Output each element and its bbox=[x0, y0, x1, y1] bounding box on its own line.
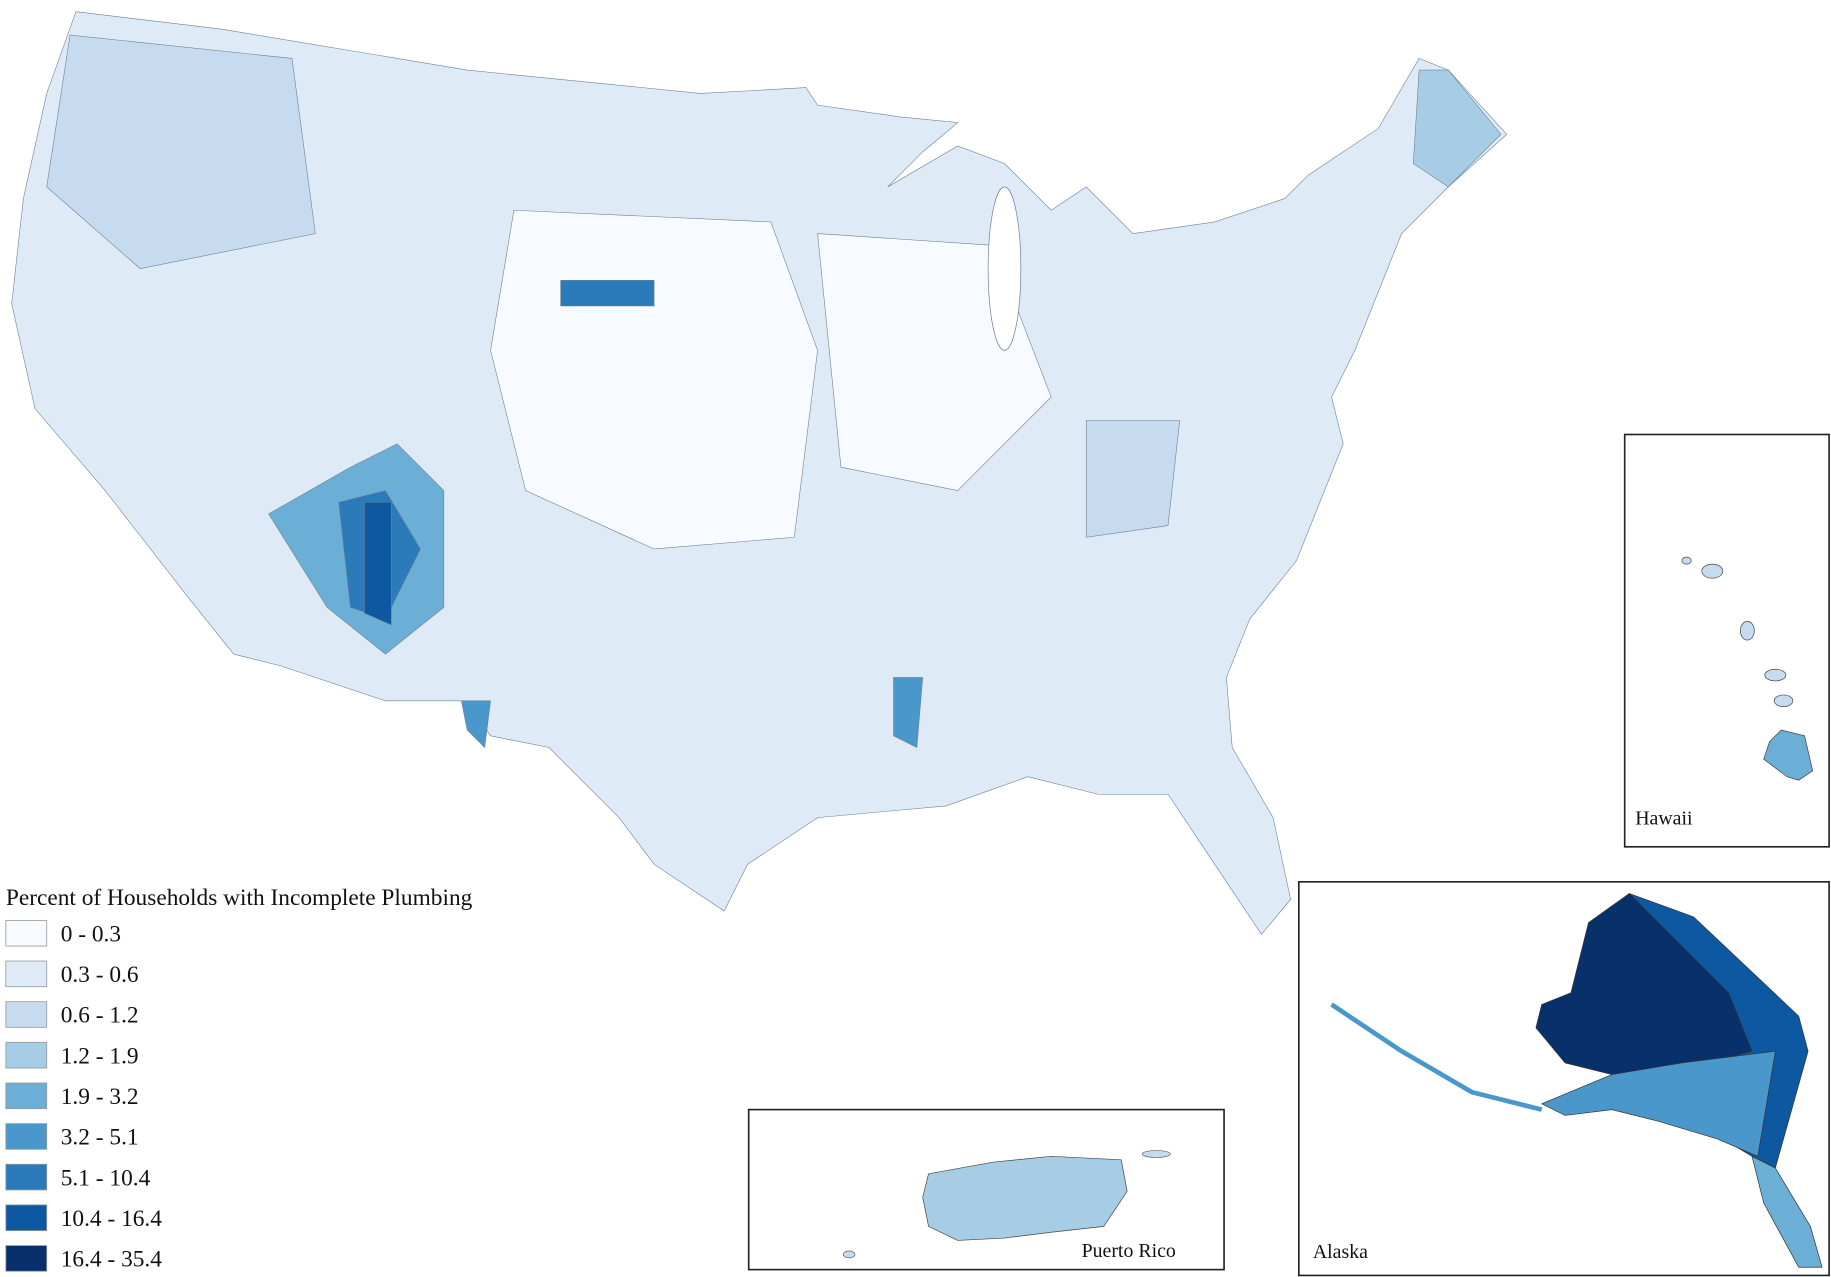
puerto-rico bbox=[922, 1155, 1128, 1241]
legend-label: 0 - 0.3 bbox=[61, 921, 121, 947]
map-content: Hawaii Alaska Puerto Rico Percent of Hou… bbox=[5, 11, 1830, 1277]
mona bbox=[843, 1250, 856, 1259]
legend-swatch bbox=[5, 1001, 48, 1028]
legend-title: Percent of Households with Incomplete Pl… bbox=[6, 885, 473, 911]
appalachia-region bbox=[1085, 420, 1181, 538]
legend-swatch bbox=[5, 1163, 48, 1191]
alaska-inset bbox=[1297, 881, 1830, 1277]
west-texas bbox=[461, 700, 491, 749]
legend-label: 3.2 - 5.1 bbox=[61, 1125, 139, 1151]
hawaii-label: Hawaii bbox=[1635, 808, 1693, 830]
aleutians bbox=[1330, 1002, 1543, 1112]
lake-michigan bbox=[987, 186, 1022, 351]
legend-swatch bbox=[5, 1245, 48, 1272]
alaska-panhandle bbox=[1751, 1155, 1823, 1268]
mississippi-delta bbox=[893, 677, 924, 748]
legend-label: 0.6 - 1.2 bbox=[61, 1003, 139, 1029]
hawaii-inset bbox=[1623, 433, 1830, 848]
legend-label: 1.9 - 3.2 bbox=[61, 1084, 139, 1110]
legend-label: 5.1 - 10.4 bbox=[61, 1165, 151, 1191]
apache-county bbox=[364, 501, 392, 626]
northwest-region bbox=[46, 34, 316, 269]
legend-label: 10.4 - 16.4 bbox=[61, 1206, 163, 1232]
legend-label: 1.2 - 1.9 bbox=[61, 1043, 139, 1069]
legend-swatch bbox=[5, 1041, 48, 1069]
alaska-south bbox=[1540, 1050, 1776, 1157]
legend-swatch bbox=[5, 1082, 48, 1110]
maine bbox=[1412, 69, 1502, 188]
legend: 0 - 0.3 0.3 - 0.6 0.6 - 1.2 1.2 - 1.9 1.9 - … bbox=[5, 919, 163, 1273]
legend-swatch bbox=[5, 919, 48, 947]
alaska-north bbox=[1535, 893, 1753, 1075]
legend-label: 16.4 - 35.4 bbox=[61, 1247, 163, 1273]
puerto-rico-inset bbox=[747, 1108, 1225, 1271]
puerto-rico-label: Puerto Rico bbox=[1082, 1240, 1176, 1262]
hawaii-islands bbox=[1681, 556, 1814, 781]
south-dakota bbox=[560, 280, 655, 307]
legend-swatch bbox=[5, 960, 48, 988]
legend-swatch bbox=[5, 1123, 48, 1150]
alaska-label: Alaska bbox=[1313, 1241, 1368, 1263]
legend-label: 0.3 - 0.6 bbox=[61, 962, 139, 988]
legend-swatch bbox=[5, 1204, 48, 1232]
culebra bbox=[1142, 1150, 1171, 1158]
